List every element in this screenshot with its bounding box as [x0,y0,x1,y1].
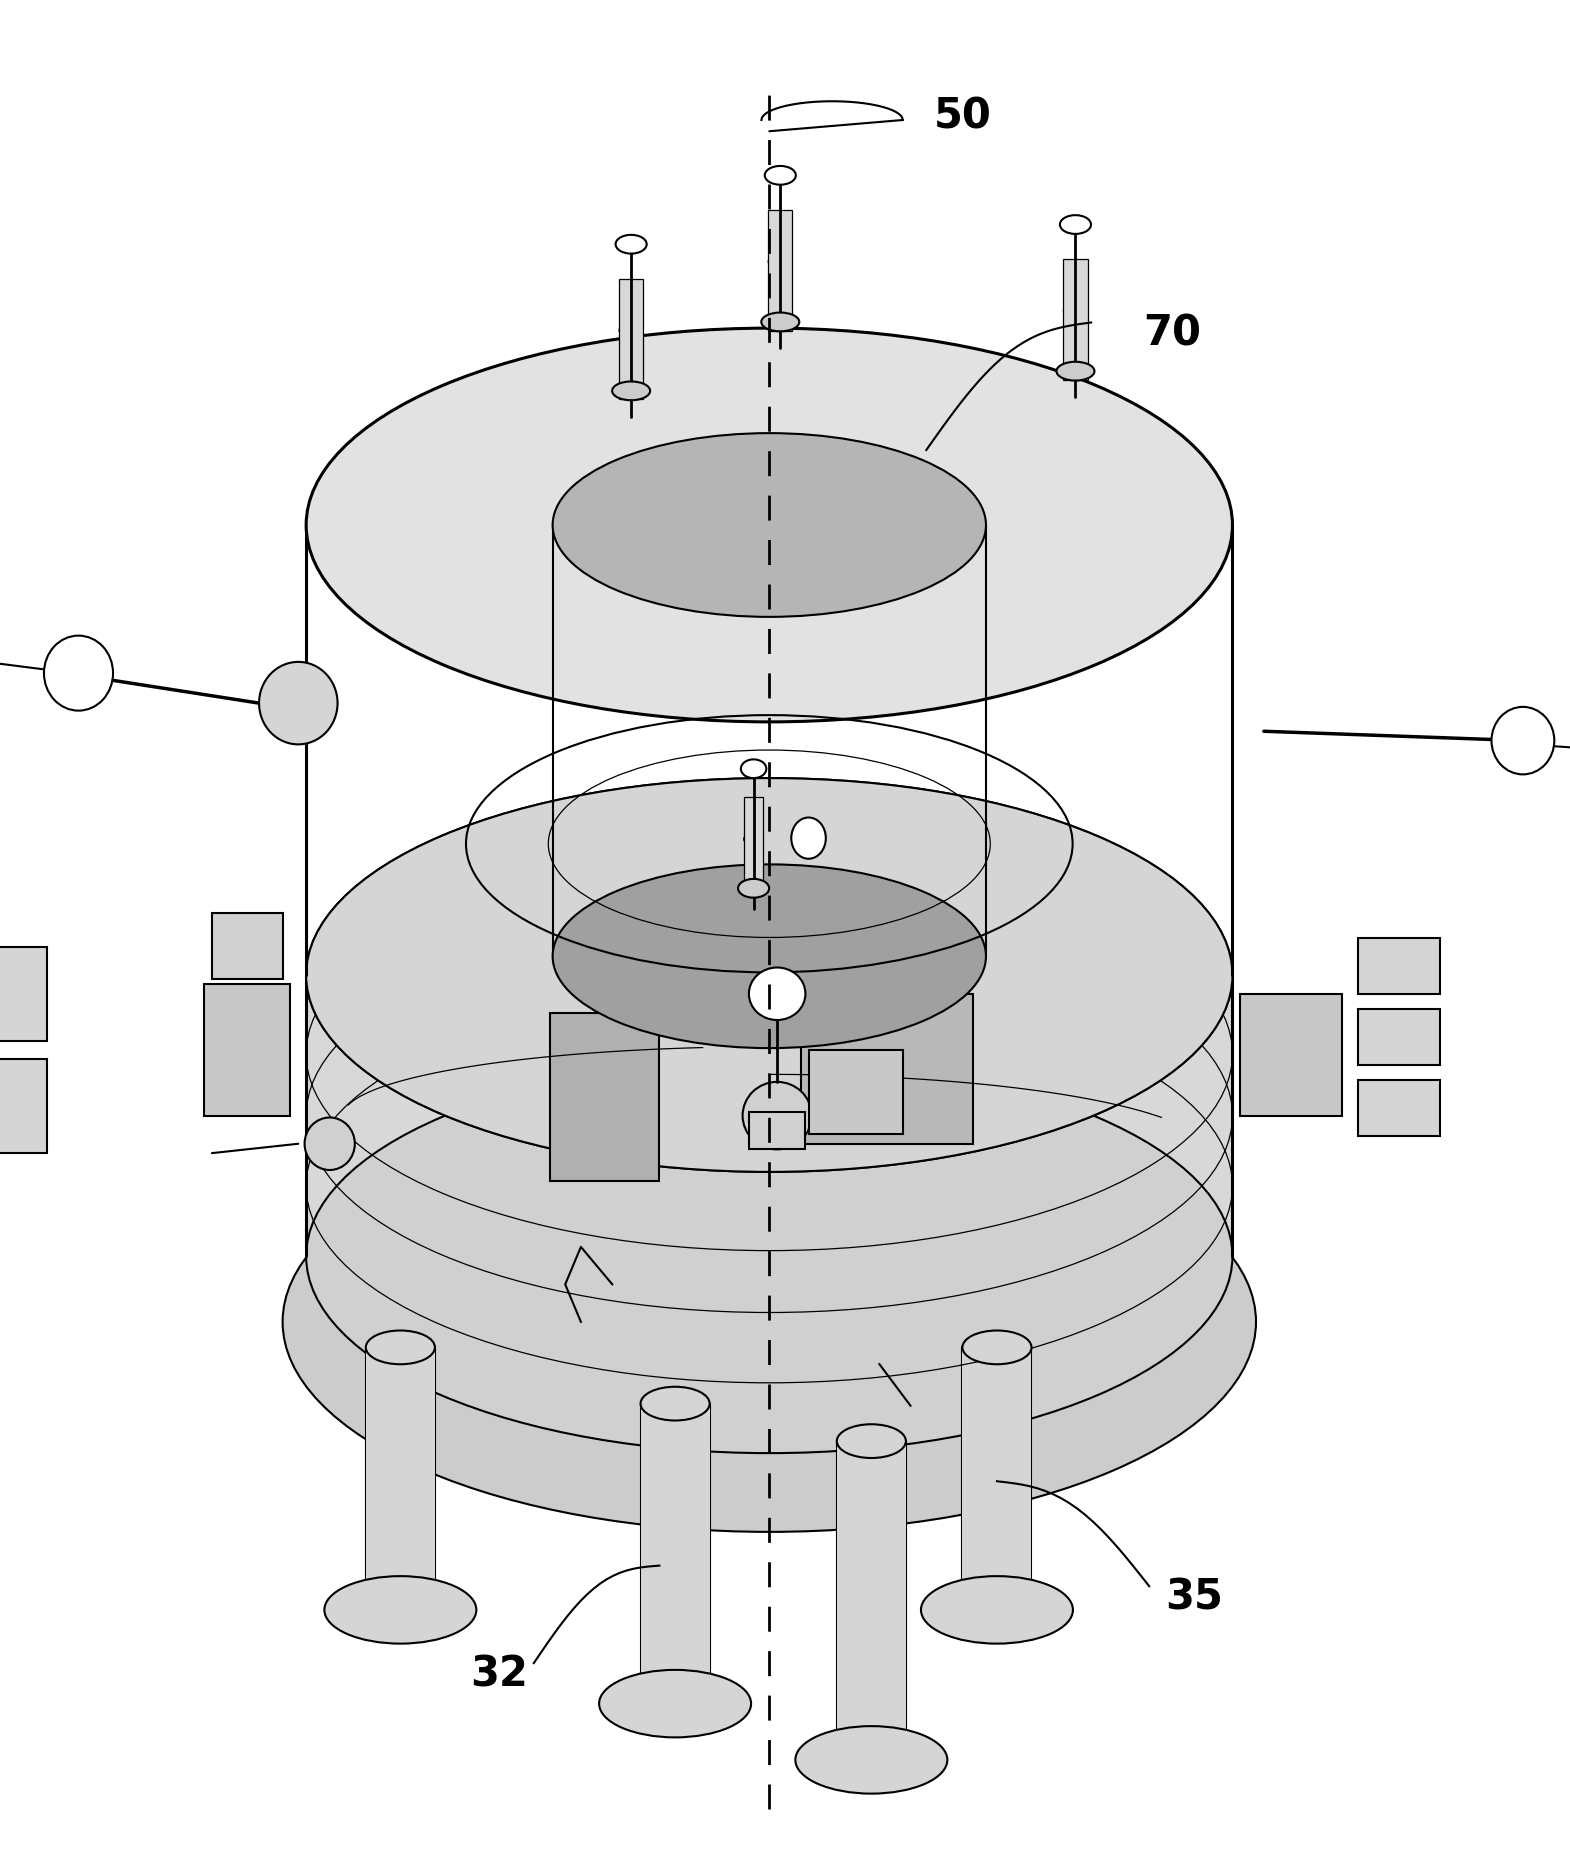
Ellipse shape [283,1112,1256,1532]
Ellipse shape [1060,216,1091,234]
Ellipse shape [44,636,113,711]
Bar [1358,1080,1440,1136]
Ellipse shape [749,968,805,1020]
Ellipse shape [306,328,1232,722]
Bar [1063,259,1088,381]
Circle shape [791,818,826,859]
Bar [809,1050,903,1134]
Ellipse shape [553,864,986,1048]
Bar [744,797,763,896]
Ellipse shape [761,313,799,332]
Bar [0,1059,47,1153]
Bar [749,1112,805,1149]
Ellipse shape [1057,362,1094,381]
Polygon shape [801,994,973,1144]
Ellipse shape [741,759,766,778]
Text: 50: 50 [934,96,992,137]
Ellipse shape [306,778,1232,1172]
Ellipse shape [1492,707,1554,774]
Ellipse shape [325,1577,476,1644]
Bar [204,984,290,1116]
Bar [1358,1009,1440,1065]
Ellipse shape [765,165,796,184]
Bar [619,279,644,399]
Ellipse shape [612,381,650,399]
Ellipse shape [306,778,1232,1172]
Bar [0,947,47,1041]
Ellipse shape [641,1388,710,1421]
Ellipse shape [259,662,338,744]
Ellipse shape [305,1118,355,1170]
Bar [768,210,793,330]
Bar [1358,938,1440,994]
Polygon shape [837,1442,906,1761]
Ellipse shape [306,1059,1232,1453]
Polygon shape [641,1404,710,1704]
Polygon shape [366,1348,435,1611]
Polygon shape [962,1348,1031,1611]
Text: 32: 32 [471,1654,528,1695]
Ellipse shape [366,1331,435,1365]
Ellipse shape [768,255,793,268]
Ellipse shape [615,234,647,253]
Text: 35: 35 [1165,1577,1223,1618]
Ellipse shape [743,1082,812,1149]
Polygon shape [550,1013,659,1181]
Ellipse shape [744,832,763,846]
Ellipse shape [738,879,769,898]
Ellipse shape [600,1671,750,1738]
Polygon shape [306,975,1232,1256]
Ellipse shape [553,433,986,617]
Ellipse shape [837,1425,906,1459]
Ellipse shape [796,1727,947,1794]
Ellipse shape [962,1331,1031,1365]
Text: 70: 70 [1143,313,1201,354]
Bar [212,913,283,979]
Ellipse shape [922,1577,1072,1644]
Bar [1240,994,1342,1116]
Ellipse shape [1063,304,1088,319]
Ellipse shape [619,322,644,338]
